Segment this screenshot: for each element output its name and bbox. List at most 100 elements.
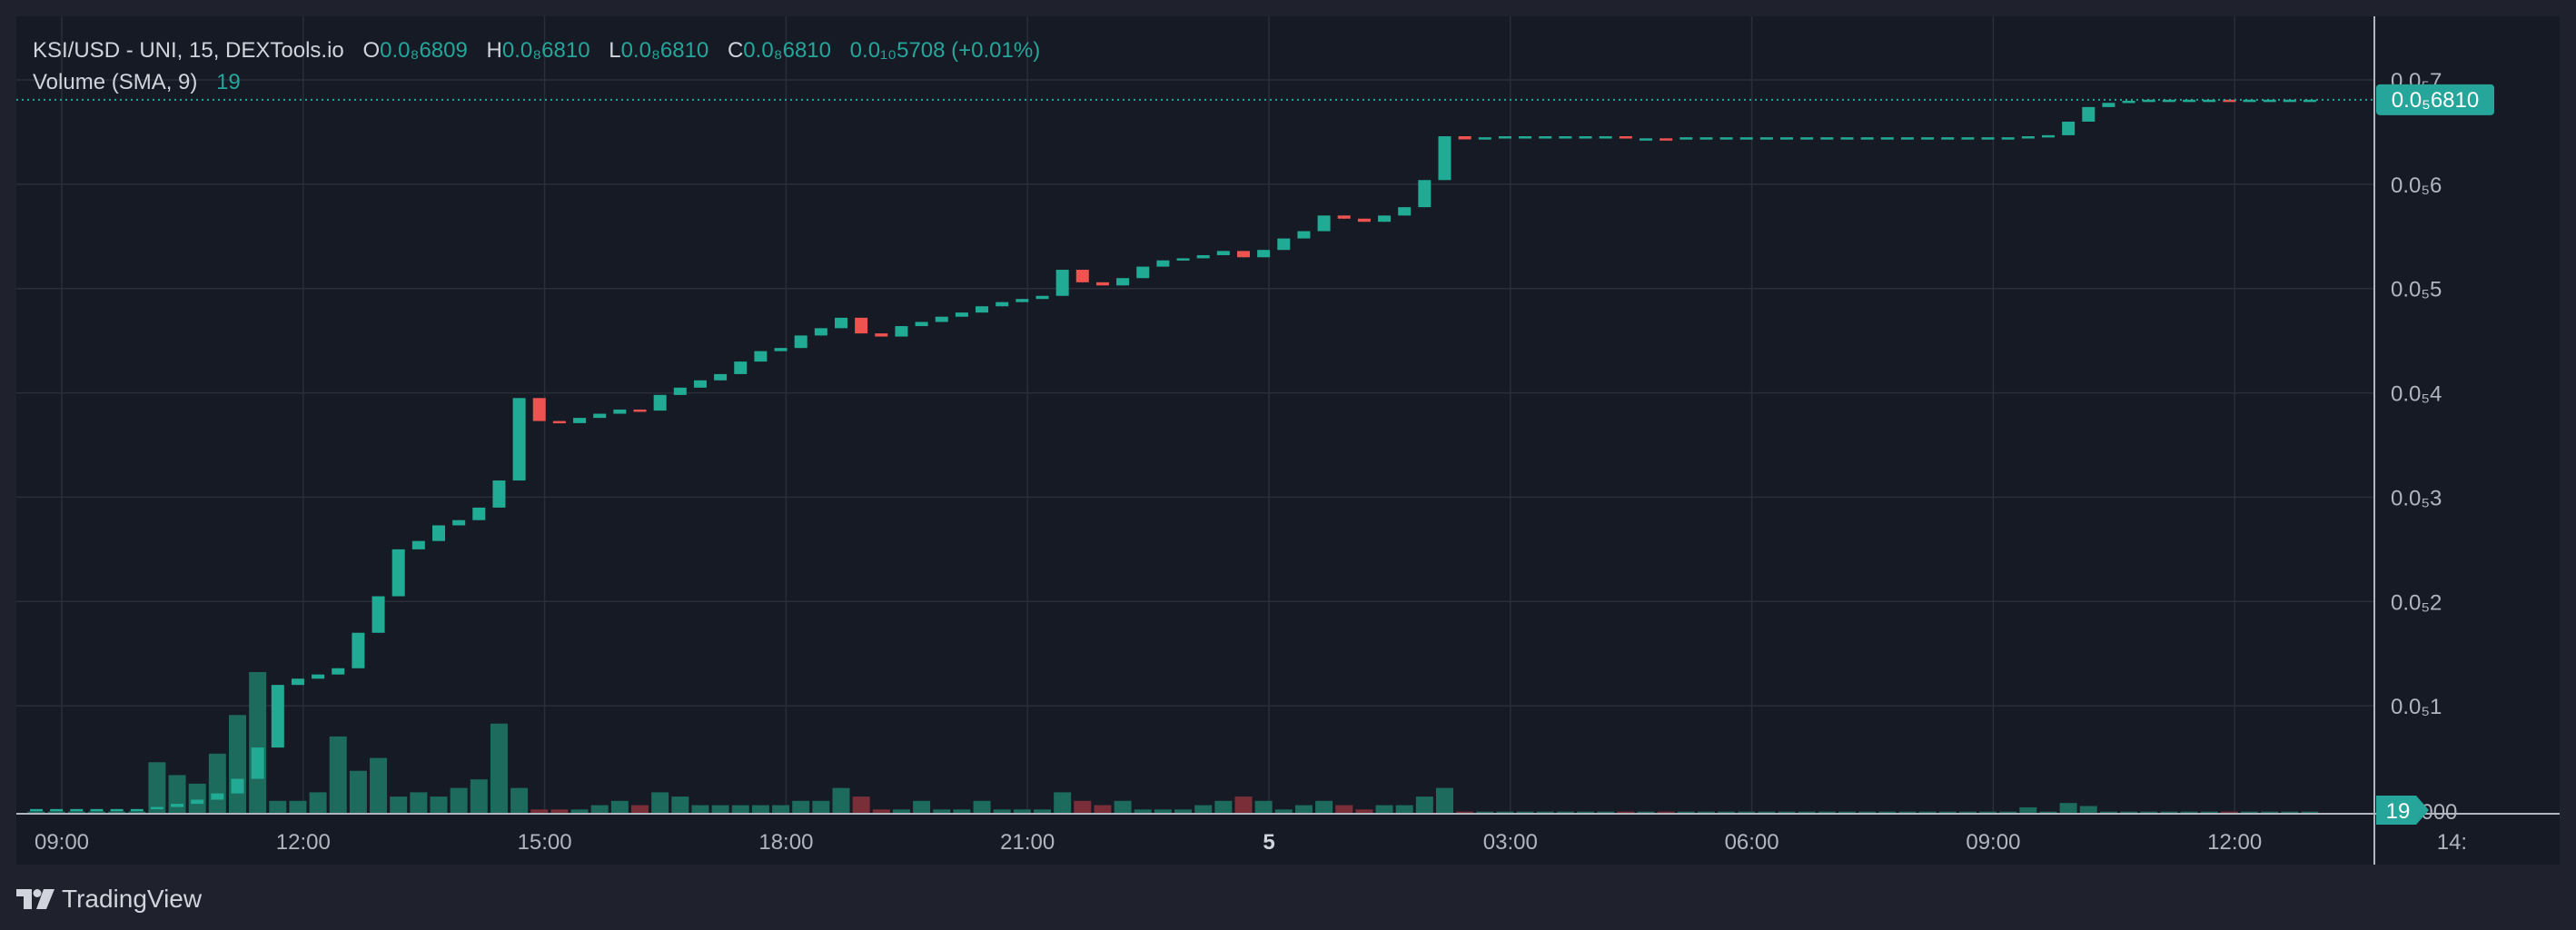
volume-bar xyxy=(450,787,468,814)
candle xyxy=(2183,99,2196,103)
volume-bar xyxy=(1878,811,1897,814)
volume-bar xyxy=(1074,800,1092,814)
volume-bar xyxy=(349,770,367,814)
ohlc-o-key: O xyxy=(362,38,380,63)
volume-bar xyxy=(792,800,810,814)
candle xyxy=(1699,137,1713,140)
volume-bar xyxy=(1456,811,1474,814)
volume-badge-label: 19 xyxy=(2386,799,2411,824)
price-axis[interactable]: 0.0₅70.0₅60.0₅50.0₅40.0₅30.0₅20.0₅10.000… xyxy=(2391,69,2457,825)
volume-bar xyxy=(530,809,549,814)
volume-bar xyxy=(510,787,529,814)
volume-bar xyxy=(1958,811,1977,814)
candle xyxy=(50,808,64,812)
candle xyxy=(2162,99,2175,103)
volume-bar xyxy=(329,736,347,814)
candle xyxy=(996,302,1009,307)
candle xyxy=(312,674,325,679)
candle xyxy=(2062,121,2076,135)
volume-bar xyxy=(1254,800,1273,814)
volume-bar xyxy=(1556,811,1574,814)
candle xyxy=(1196,254,1210,259)
volume-bar xyxy=(1979,811,1997,814)
time-tick-label: 09:00 xyxy=(35,830,89,855)
volume-bar xyxy=(1335,805,1353,814)
candle xyxy=(955,312,968,317)
candle xyxy=(1176,258,1190,261)
candle xyxy=(472,507,486,520)
symbol-title: KSI/USD - UNI, 15, DEXTools.io xyxy=(33,38,344,63)
volume-bar xyxy=(208,753,226,814)
candle xyxy=(1297,231,1311,239)
volume-bar xyxy=(470,779,488,814)
candle xyxy=(1478,137,1491,140)
volume-bar xyxy=(550,809,569,814)
time-tick-label: 5 xyxy=(1263,830,1274,855)
volume-bar xyxy=(590,805,609,814)
candle xyxy=(352,632,365,668)
price-tick-label: 0.0₅3 xyxy=(2391,486,2442,510)
tradingview-logo-icon[interactable] xyxy=(16,889,54,909)
brand-name[interactable]: TradingView xyxy=(62,885,203,913)
candle xyxy=(2243,99,2256,103)
candles xyxy=(30,99,2316,812)
candle xyxy=(653,394,667,411)
change-value: 0.0₁₀5708 (+0.01%) xyxy=(850,38,1041,63)
price-tick-label: 0.0₅4 xyxy=(2391,382,2442,407)
candle xyxy=(2102,103,2115,107)
volume-bar xyxy=(2180,811,2198,814)
volume-bar xyxy=(671,796,689,814)
candle xyxy=(512,398,526,481)
volume-bar xyxy=(390,796,408,814)
candle xyxy=(2263,99,2276,103)
candle xyxy=(1800,137,1814,140)
candle xyxy=(1840,137,1854,140)
candle xyxy=(976,306,989,313)
volume-bar xyxy=(1234,796,1253,814)
candle xyxy=(593,413,607,419)
volume-bar xyxy=(1838,811,1856,814)
candle xyxy=(1579,136,1592,139)
volume-bar xyxy=(1054,792,1072,814)
candle xyxy=(895,326,908,337)
volume-bar xyxy=(2079,806,2097,814)
volume-badge: 19 xyxy=(2376,796,2429,825)
candle xyxy=(2021,136,2035,139)
volume-bar xyxy=(1697,811,1715,814)
price-tick-label: 0.0₅2 xyxy=(2391,590,2442,615)
volume-bar xyxy=(691,805,709,814)
candle xyxy=(774,348,788,351)
candle xyxy=(171,804,184,807)
candle xyxy=(271,685,284,748)
volume-bar xyxy=(1355,809,1373,814)
volume-bar xyxy=(1214,800,1233,814)
ohlc-l-key: L xyxy=(609,38,620,63)
last-price-label: 0.0₅6810 xyxy=(2392,88,2479,113)
volume-bar xyxy=(2019,806,2037,814)
volume-bar xyxy=(249,672,267,814)
candle xyxy=(1216,251,1230,255)
chart-panel[interactable]: 0.0₅70.0₅60.0₅50.0₅40.0₅30.0₅20.0₅10.000… xyxy=(16,16,2560,865)
candle xyxy=(1075,270,1089,282)
time-axis[interactable]: 09:00 12:00 15:00 18:00 21:00 5 03:00 06:00 09:0… xyxy=(35,830,2467,855)
volume-bar xyxy=(610,800,629,814)
candle xyxy=(1398,207,1412,216)
candle xyxy=(452,519,466,526)
volume-bar xyxy=(892,809,910,814)
candle xyxy=(411,540,425,549)
volume-bar xyxy=(289,800,307,814)
candle xyxy=(1981,137,1995,140)
candle xyxy=(70,808,84,812)
volume-bar xyxy=(953,809,971,814)
candle xyxy=(1619,136,1632,139)
volume-bar xyxy=(309,792,327,814)
candle xyxy=(1599,136,1612,139)
volume-bar xyxy=(1114,800,1132,814)
ohlc-l-value: 0.0₈6810 xyxy=(621,38,709,63)
candle xyxy=(794,335,807,349)
candle xyxy=(1257,250,1271,258)
candle xyxy=(835,317,847,329)
candle xyxy=(432,525,445,541)
volume-bar xyxy=(1758,811,1776,814)
last-price-badge: 0.0₅6810 xyxy=(2376,84,2494,115)
